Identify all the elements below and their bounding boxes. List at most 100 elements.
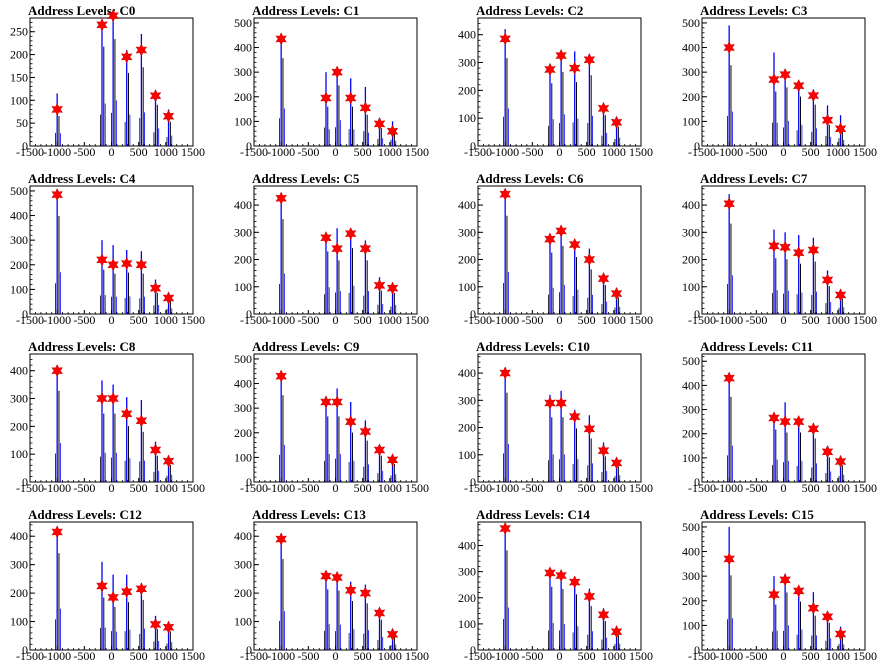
y-tick-label: 200 [10, 586, 28, 600]
x-tick-label: -1000 [43, 649, 71, 663]
x-tick-label: -1000 [491, 313, 519, 327]
x-tick-label: 500 [354, 649, 372, 663]
x-tick-label: 1000 [378, 649, 402, 663]
x-tick-label: 0 [557, 649, 563, 663]
peak-marker [359, 101, 372, 115]
y-tick-label: 100 [458, 111, 476, 125]
y-tick-label: 100 [234, 114, 252, 128]
x-tick-label: 1000 [154, 649, 178, 663]
y-tick-label: 100 [234, 280, 252, 294]
x-tick-label: -500 [297, 481, 319, 495]
x-tick-label: 500 [802, 481, 820, 495]
y-tick-label: 200 [234, 90, 252, 104]
x-tick-label: 0 [333, 145, 339, 159]
x-tick-label: 500 [578, 481, 596, 495]
y-tick-label: 100 [10, 615, 28, 629]
y-tick-label: 0 [470, 139, 476, 153]
y-tick-label: 0 [22, 307, 28, 321]
x-tick-label: -1000 [43, 145, 71, 159]
y-tick-label: 0 [470, 643, 476, 657]
y-tick-label: 0 [22, 475, 28, 489]
peak-marker [149, 617, 162, 632]
chart-title: Address Levels: C3 [700, 3, 808, 18]
y-tick-label: 200 [234, 426, 252, 440]
x-tick-label: 0 [557, 145, 563, 159]
y-tick-label: 100 [458, 448, 476, 462]
peak-marker [583, 252, 596, 267]
y-tick-label: 400 [682, 198, 700, 212]
x-tick-label: -500 [297, 649, 319, 663]
y-tick-label: 300 [458, 56, 476, 70]
y-tick-label: 0 [246, 139, 252, 153]
peak-marker [597, 444, 610, 458]
chart-title: Address Levels: C7 [700, 171, 808, 186]
peak-marker [275, 191, 287, 205]
x-tick-label: -1500 [16, 481, 44, 495]
y-tick-label: 0 [246, 307, 252, 321]
chart-panel: Address Levels: C8 -1500 -1000 -500 0 500 1000… [0, 336, 224, 504]
y-tick-label: 300 [10, 233, 28, 247]
histogram-plot: -1500 -1000 -500 0 500 1000 1500 0 100 200 300 400 [10, 521, 205, 663]
y-tick-label: 400 [10, 364, 28, 378]
peak-marker [331, 65, 343, 79]
peak-marker [834, 627, 847, 641]
chart-title: Address Levels: C4 [28, 171, 136, 186]
y-tick-label: 0 [246, 643, 252, 657]
y-tick-label: 300 [234, 65, 252, 79]
peak-marker [386, 124, 399, 138]
chart-title: Address Levels: C9 [252, 339, 360, 354]
y-tick-label: 400 [234, 41, 252, 55]
histogram-plot: -1500 -1000 -500 0 500 1000 1500 0 100 200 300 400 5… [682, 520, 877, 663]
x-tick-label: 0 [557, 313, 563, 327]
histogram-plot: -1500 -1000 -500 0 500 1000 1500 0 100 200 300 400 [10, 353, 205, 495]
peak-marker [597, 608, 610, 622]
x-tick-label: -1500 [16, 313, 44, 327]
peak-marker [344, 583, 357, 597]
peak-marker [610, 115, 623, 130]
y-tick-label: 100 [234, 615, 252, 629]
x-tick-label: -500 [297, 145, 319, 159]
x-tick-label: 1500 [405, 313, 429, 327]
y-tick-label: 200 [682, 427, 700, 441]
peak-marker [544, 62, 556, 77]
y-tick-label: 400 [458, 198, 476, 212]
y-tick-label: 400 [234, 377, 252, 391]
peak-marker [499, 187, 511, 201]
histogram-plot: -1500 -1000 -500 0 500 1000 1500 0 100 200 300 400 5… [10, 184, 205, 327]
x-tick-label: 500 [130, 313, 148, 327]
histogram-plot: -1500 -1000 -500 0 500 1000 1500 0 100 200 300 400 [458, 185, 653, 327]
x-tick-label: -500 [297, 313, 319, 327]
peak-marker [275, 532, 287, 546]
peak-marker [792, 414, 805, 429]
x-tick-label: 1500 [405, 145, 429, 159]
y-tick-label: 300 [682, 569, 700, 583]
x-tick-label: 1500 [405, 649, 429, 663]
peak-marker [275, 369, 287, 383]
x-tick-label: -500 [73, 145, 95, 159]
peak-marker [723, 552, 735, 566]
peak-marker [544, 396, 556, 410]
y-tick-label: 0 [694, 139, 700, 153]
peak-marker [568, 237, 581, 252]
chart-title: Address Levels: C6 [476, 171, 584, 186]
x-tick-label: 500 [354, 145, 372, 159]
x-tick-label: -1500 [464, 481, 492, 495]
peak-marker [331, 570, 343, 585]
x-tick-label: -1000 [491, 481, 519, 495]
y-tick-label: 100 [682, 451, 700, 465]
x-tick-label: -1500 [688, 649, 716, 663]
peak-marker [320, 569, 332, 583]
peak-marker [120, 585, 133, 599]
histogram-plot: -1500 -1000 -500 0 500 1000 1500 0 100 200 300 400 [682, 185, 877, 327]
y-tick-label: 200 [10, 258, 28, 272]
x-tick-label: 1000 [826, 313, 850, 327]
peak-marker [107, 391, 119, 406]
chart-panel: Address Levels: C3 -1500 -1000 -500 0 500 1000… [672, 0, 896, 168]
peak-marker [359, 424, 372, 439]
histogram-plot: -1500 -1000 -500 0 500 1000 1500 0 100 200 300 400 5… [234, 16, 429, 159]
y-tick-label: 100 [10, 93, 28, 107]
peak-marker [107, 9, 119, 23]
peak-marker [499, 521, 511, 536]
peak-marker [135, 582, 148, 596]
y-tick-label: 400 [458, 28, 476, 42]
